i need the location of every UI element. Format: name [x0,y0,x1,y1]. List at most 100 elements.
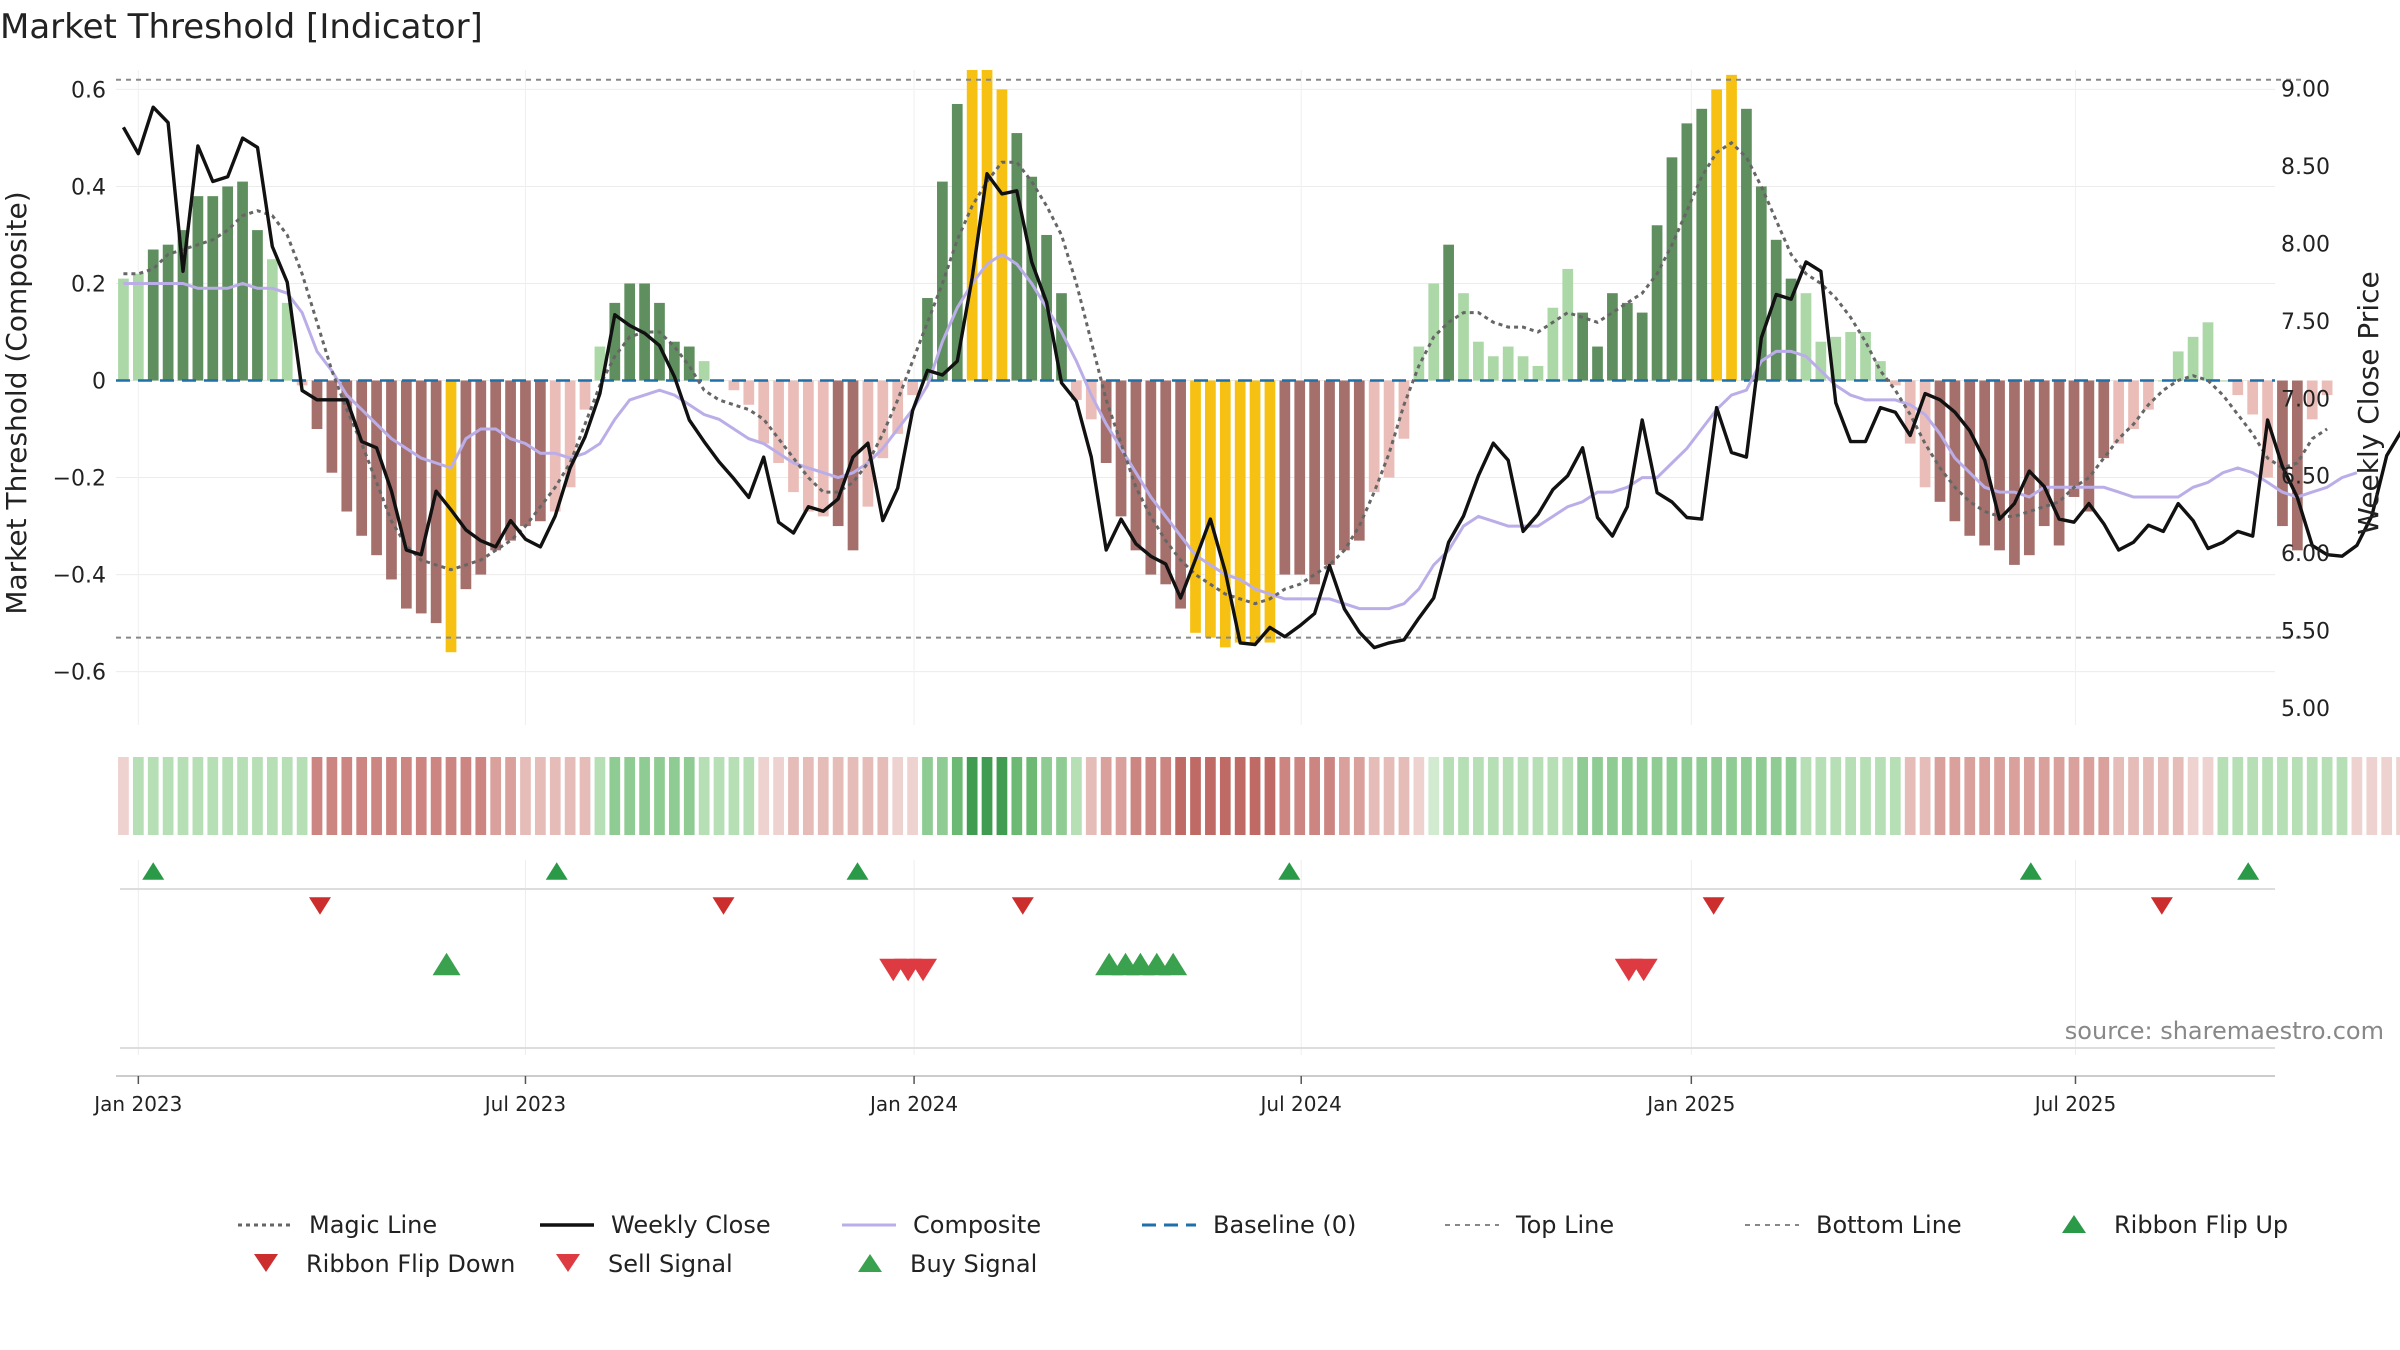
ribbon-cell [192,757,204,835]
composite-bar [1294,380,1306,575]
ribbon-cell [1666,757,1678,835]
ribbon-cell [1353,757,1365,835]
composite-bar [2306,380,2318,420]
composite-bar [758,380,770,444]
composite-bar [1875,361,1886,381]
series-lines [116,78,2400,650]
composite-bar [2172,351,2184,381]
composite-bar [1607,293,1618,381]
ribbon-cell [773,757,784,835]
sell-signal-marker [1629,958,1658,982]
buy-signal-marker [1159,952,1188,976]
ribbon-cell [922,757,933,835]
ribbon-cell [2113,757,2125,835]
composite-bar [1800,293,1812,381]
ribbon-cell [579,757,591,835]
magic-line [123,140,2328,606]
ribbon-cell [1845,757,1857,835]
legend-item: Bottom Line [1745,1211,1962,1239]
ribbon-cell [2143,757,2154,835]
ribbon-cell [356,757,368,835]
ribbon-cell [1577,757,1588,835]
composite-bar [1085,380,1097,420]
legend-swatch [556,1254,580,1272]
ribbon-cell [713,757,725,835]
composite-bar [922,298,933,381]
composite-bar [832,380,844,527]
legend-item: Composite [842,1211,1041,1239]
ribbon-flip-up-marker [142,862,165,880]
composite-bar [1562,268,1574,381]
weekly-close-line [121,105,2400,650]
composite-bar [177,230,189,381]
composite-bar [1860,332,1871,381]
ribbon-cell [1741,757,1752,835]
composite-bar [252,230,263,381]
ribbon-cell [1487,757,1499,835]
y-axis-label: Market Threshold (Composite) [0,191,33,614]
composite-bar [1845,332,1857,381]
composite-bar [847,380,859,551]
composite-bar [1458,293,1469,381]
composite-bar [743,380,755,405]
ribbon-cell [1755,757,1767,835]
composite-bar [222,186,234,381]
ribbon-cell [1815,757,1827,835]
ribbon-cell [609,757,621,835]
ribbon-cell [1592,757,1603,835]
composite-bar [1487,356,1499,381]
ribbon-cell [118,757,129,835]
ribbon-cell [2157,757,2169,835]
ribbon-cell [1234,757,1246,835]
ribbon-cell [1190,757,1201,835]
ribbon-cell [2336,757,2348,835]
composite-bar [2083,380,2095,512]
composite-bar [2068,380,2080,497]
composite-bar [1309,380,1320,585]
composite-bar [594,346,606,381]
ribbon-cell [1428,757,1440,835]
ribbon-cell [237,757,248,835]
legend: Magic Line Weekly Close Composite Baseline … [238,1211,2288,1278]
composite-bar [2291,380,2303,551]
composite-bar [2143,380,2154,410]
y-tick-label: −0.6 [53,661,106,686]
composite-bar [118,278,129,381]
ribbon-cell [892,757,904,835]
ribbon-cell [2053,757,2065,835]
ribbon-cell [490,757,502,835]
x-tick-label: Jul 2023 [483,1092,566,1116]
ribbon-cell [1398,757,1410,835]
composite-bar [624,283,636,381]
composite-bar [1830,336,1842,381]
y2-tick-label: 7.50 [2281,310,2330,335]
composite-bar [1681,123,1693,381]
composite-bar [773,380,784,463]
composite-bar [237,181,248,381]
composite-bar [1428,283,1440,381]
composite-bar [1339,380,1350,551]
composite-bar [1219,380,1231,648]
legend-item: Weekly Close [540,1211,771,1239]
ribbon-cell [266,757,278,835]
ribbon-cell [2009,757,2020,835]
x-tick-label: Jan 2024 [868,1092,958,1116]
composite-bar [1264,380,1276,643]
ribbon-cell [1904,757,1916,835]
composite-bar [1443,244,1454,381]
y-tick-label: −0.4 [53,564,106,589]
ribbon-cell [847,757,859,835]
ribbon-cell [654,757,665,835]
ribbon-cell [2217,757,2229,835]
composite-bar [966,70,978,381]
ribbon-cell [1160,757,1172,835]
ribbon-cell [2366,757,2378,835]
legend-label: Magic Line [309,1211,437,1239]
composite-bar [2232,380,2244,396]
legend-label: Ribbon Flip Down [306,1250,515,1278]
composite-bar [1353,380,1365,541]
composite-bar [1056,293,1067,381]
ribbon-cell [1026,757,1038,835]
ribbon-cell [1145,757,1157,835]
composite-bar [2321,380,2333,396]
